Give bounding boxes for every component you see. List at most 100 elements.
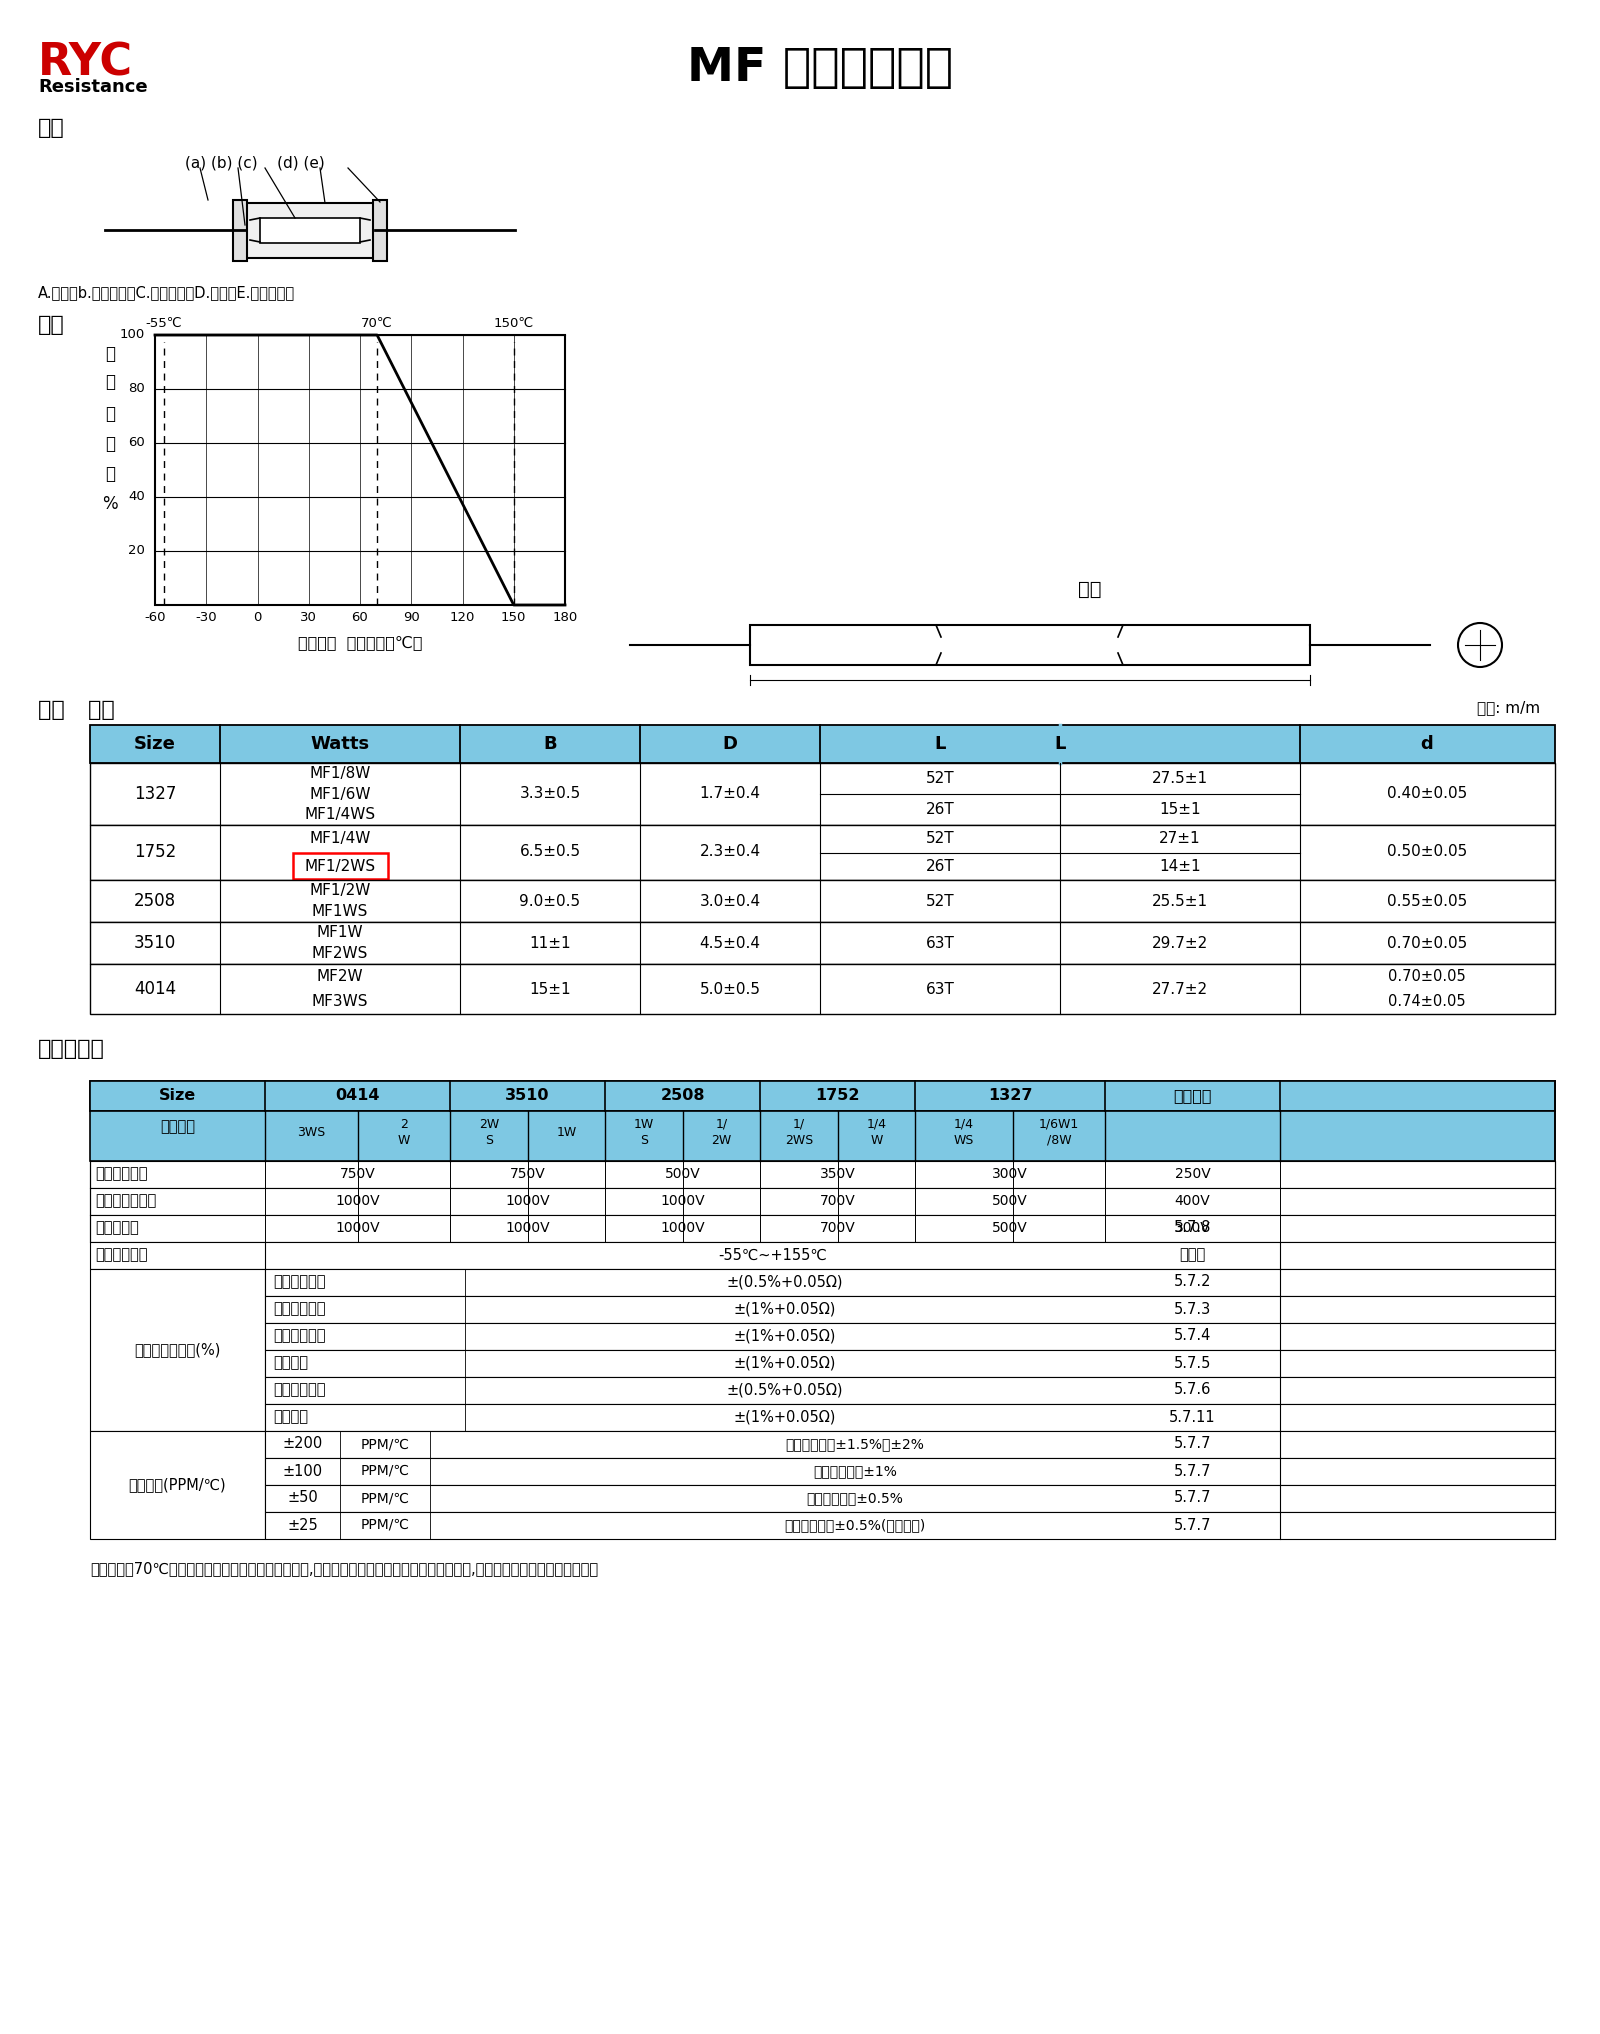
Bar (750, 624, 1310, 665)
Text: 100: 100 (120, 330, 146, 342)
Text: 5.7.7: 5.7.7 (1174, 1436, 1211, 1452)
Text: PPM/℃: PPM/℃ (360, 1436, 410, 1450)
Text: 1/: 1/ (715, 1117, 728, 1131)
Text: 2.3±0.4: 2.3±0.4 (699, 844, 760, 860)
Text: （图二）  周围温度（℃）: （图二） 周围温度（℃） (298, 635, 422, 651)
Text: 1/4: 1/4 (867, 1117, 886, 1131)
Text: 4.5±0.4: 4.5±0.4 (699, 936, 760, 950)
Text: MF1W: MF1W (317, 925, 363, 940)
Text: 使用温度范围: 使用温度范围 (94, 1247, 147, 1263)
Bar (90, 724, 1555, 763)
Text: 2: 2 (400, 1117, 408, 1131)
Text: 30: 30 (301, 610, 317, 624)
Bar (90, 1080, 1555, 1111)
Text: 5.7.4: 5.7.4 (1174, 1328, 1211, 1344)
Text: 耐湿负荷试验: 耐湿负荷试验 (274, 1328, 325, 1344)
Text: S: S (485, 1133, 493, 1147)
Text: 0.70±0.05: 0.70±0.05 (1387, 936, 1467, 950)
Text: 0.70±0.05: 0.70±0.05 (1389, 968, 1466, 984)
Text: 180: 180 (552, 610, 578, 624)
Text: 2508: 2508 (661, 1088, 704, 1102)
Text: 2WS: 2WS (786, 1133, 813, 1147)
Bar (90, 881, 1555, 921)
Text: 70℃: 70℃ (362, 317, 394, 330)
Text: 350V: 350V (819, 1168, 856, 1182)
Text: 2W: 2W (712, 1133, 731, 1147)
Text: MF1WS: MF1WS (312, 903, 368, 919)
Bar (90, 826, 1555, 881)
Text: 26T: 26T (926, 801, 954, 818)
Text: 1000V: 1000V (506, 1220, 550, 1235)
Text: MF1/4W: MF1/4W (309, 832, 371, 846)
Text: ±(1%+0.05Ω): ±(1%+0.05Ω) (734, 1355, 837, 1371)
Text: 150℃: 150℃ (494, 317, 534, 330)
Bar (266, 1403, 1555, 1432)
Bar (90, 1188, 1555, 1214)
Text: 500V: 500V (992, 1220, 1027, 1235)
Text: 4014: 4014 (134, 980, 176, 999)
Text: 0.40±0.05: 0.40±0.05 (1387, 787, 1467, 801)
Text: 15±1: 15±1 (1158, 801, 1202, 818)
Bar (163, 336, 378, 342)
Bar (245, 203, 374, 258)
Text: 500V: 500V (664, 1168, 701, 1182)
Bar (90, 1432, 266, 1540)
Text: 适用于容许差±1%: 适用于容许差±1% (813, 1464, 898, 1479)
Text: 750V: 750V (339, 1168, 376, 1182)
Text: 60: 60 (128, 437, 146, 450)
Bar (266, 1322, 1555, 1351)
Text: ±(0.5%+0.05Ω): ±(0.5%+0.05Ω) (726, 1383, 843, 1397)
Text: 5.7.5: 5.7.5 (1174, 1355, 1211, 1371)
Bar (155, 336, 565, 604)
Text: Size: Size (158, 1088, 197, 1102)
Text: 5.7.2: 5.7.2 (1174, 1275, 1211, 1290)
Text: 20: 20 (128, 545, 146, 557)
Text: 9.0±0.5: 9.0±0.5 (520, 893, 581, 909)
Text: 耐绝缘电压: 耐绝缘电压 (94, 1220, 139, 1235)
Text: 63T: 63T (925, 936, 955, 950)
Text: 90: 90 (403, 610, 419, 624)
Text: L: L (1054, 734, 1066, 753)
Text: MF2W: MF2W (317, 968, 363, 984)
Text: 5.0±0.5: 5.0±0.5 (699, 982, 760, 997)
Text: MF1/4WS: MF1/4WS (304, 807, 376, 822)
Bar (90, 921, 1555, 964)
Text: 1000V: 1000V (334, 1194, 379, 1208)
Text: 14±1: 14±1 (1158, 858, 1202, 875)
Text: 1.7±0.4: 1.7±0.4 (699, 787, 760, 801)
Text: 0.50±0.05: 0.50±0.05 (1387, 844, 1467, 860)
Text: 52T: 52T (926, 771, 954, 785)
Text: 3510: 3510 (134, 934, 176, 952)
Text: 电: 电 (106, 405, 115, 423)
Text: 3WS: 3WS (298, 1125, 326, 1139)
Text: MF1/2WS: MF1/2WS (304, 858, 376, 875)
Text: 5.7.7: 5.7.7 (1174, 1491, 1211, 1505)
Text: Watts: Watts (310, 734, 370, 753)
Bar (90, 1161, 1555, 1188)
Text: 短时间过负荷: 短时间过负荷 (274, 1275, 325, 1290)
Text: 率: 率 (106, 466, 115, 482)
Text: ±200: ±200 (282, 1436, 323, 1452)
Text: 负荷寿命试验: 负荷寿命试验 (274, 1302, 325, 1316)
Text: 26T: 26T (926, 858, 954, 875)
Text: 11±1: 11±1 (530, 936, 571, 950)
Text: %: % (102, 494, 118, 513)
Text: 250V: 250V (1174, 1168, 1210, 1182)
Text: 300V: 300V (992, 1168, 1027, 1182)
Text: 额定: 额定 (38, 315, 64, 336)
Text: D: D (723, 734, 738, 753)
Bar (266, 1377, 1555, 1403)
Text: MF1/8W: MF1/8W (309, 767, 371, 781)
Text: -55℃: -55℃ (146, 317, 182, 330)
Text: 温度系数(PPM/℃): 温度系数(PPM/℃) (128, 1477, 226, 1493)
Text: 耐焊接热试验: 耐焊接热试验 (274, 1383, 325, 1397)
Text: 120: 120 (450, 610, 475, 624)
Text: 27.5±1: 27.5±1 (1152, 771, 1208, 785)
Text: 1W: 1W (557, 1125, 576, 1139)
Text: 700V: 700V (819, 1194, 856, 1208)
Text: ±(1%+0.05Ω): ±(1%+0.05Ω) (734, 1302, 837, 1316)
Text: 0.74±0.05: 0.74±0.05 (1389, 995, 1466, 1009)
Text: 400V: 400V (1174, 1194, 1210, 1208)
Text: 63T: 63T (925, 982, 955, 997)
Text: MF3WS: MF3WS (312, 995, 368, 1009)
